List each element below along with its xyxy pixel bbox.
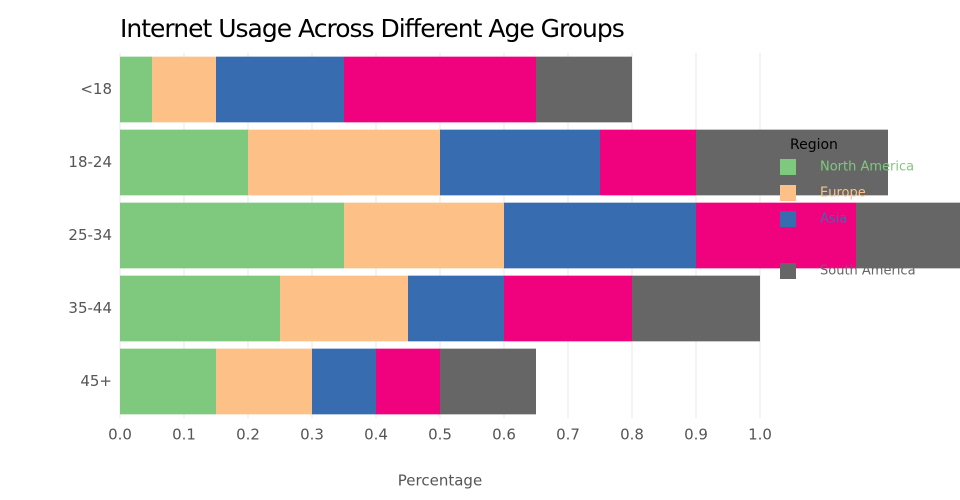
bar-segment bbox=[120, 56, 152, 123]
bar-segment bbox=[344, 202, 504, 269]
legend-marker bbox=[780, 263, 796, 279]
bar-segment bbox=[216, 348, 312, 415]
bar-segment bbox=[312, 348, 376, 415]
y-tick-label: 45+ bbox=[80, 372, 112, 390]
x-tick-label: 0.3 bbox=[300, 426, 324, 444]
legend-title: Region bbox=[790, 137, 838, 153]
bar-segment bbox=[408, 275, 504, 342]
bar-segment bbox=[120, 275, 280, 342]
legend-label: North America bbox=[820, 160, 914, 175]
bars bbox=[120, 56, 960, 415]
bar-segment bbox=[600, 129, 696, 196]
bar-segment bbox=[120, 129, 248, 196]
bar-segment bbox=[856, 202, 960, 269]
bar-segment bbox=[504, 275, 632, 342]
legend-label: Asia bbox=[820, 212, 847, 227]
legend-label: Europe bbox=[820, 186, 866, 201]
bar-segment bbox=[152, 56, 216, 123]
legend-marker bbox=[780, 159, 796, 175]
x-tick-label: 0.2 bbox=[236, 426, 260, 444]
bar-segment bbox=[280, 275, 408, 342]
x-tick-label: 0.1 bbox=[172, 426, 196, 444]
x-tick-label: 0.6 bbox=[492, 426, 516, 444]
bar-segment bbox=[632, 275, 760, 342]
bar-segment bbox=[248, 129, 440, 196]
bar-segment bbox=[440, 348, 536, 415]
bar-segment bbox=[344, 56, 536, 123]
x-tick-label: 1.0 bbox=[748, 426, 772, 444]
x-tick-label: 0.0 bbox=[108, 426, 132, 444]
legend-marker bbox=[780, 185, 796, 201]
y-tick-label: <18 bbox=[80, 80, 112, 98]
legend-label: South America bbox=[820, 264, 916, 279]
y-tick-label: 35-44 bbox=[68, 299, 112, 317]
legend: Region North America Europe Asia South Ameri… bbox=[780, 137, 916, 279]
chart-title: Internet Usage Across Different Age Grou… bbox=[120, 14, 624, 43]
y-tick-label: 18-24 bbox=[68, 153, 112, 171]
x-tick-label: 0.8 bbox=[620, 426, 644, 444]
x-tick-label: 0.7 bbox=[556, 426, 580, 444]
bar-segment bbox=[120, 202, 344, 269]
x-tick-label: 0.5 bbox=[428, 426, 452, 444]
x-tick-label: 0.9 bbox=[684, 426, 708, 444]
bar-segment bbox=[216, 56, 344, 123]
y-tick-label: 25-34 bbox=[68, 226, 112, 244]
legend-marker bbox=[780, 211, 796, 227]
bar-segment bbox=[120, 348, 216, 415]
bar-segment bbox=[376, 348, 440, 415]
bar-segment bbox=[536, 56, 632, 123]
x-tick-label: 0.4 bbox=[364, 426, 388, 444]
x-axis-label: Percentage bbox=[398, 472, 482, 490]
bar-segment bbox=[440, 129, 600, 196]
bar-segment bbox=[504, 202, 696, 269]
bar-segment bbox=[696, 202, 856, 269]
